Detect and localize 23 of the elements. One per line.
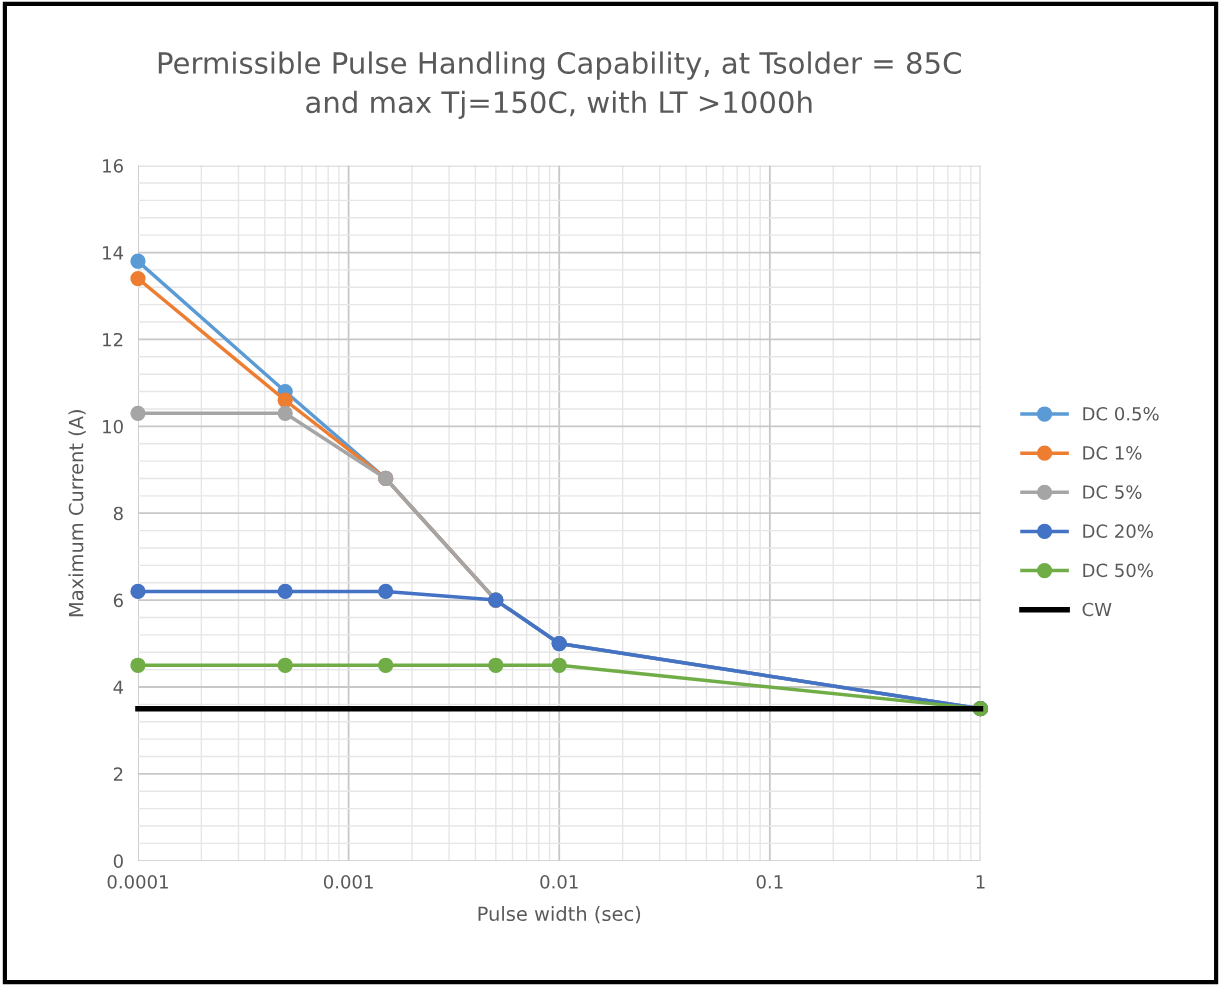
y-tick-label: 16 xyxy=(103,159,123,173)
x-axis-title: Pulse width (sec) xyxy=(478,906,641,924)
y-axis-title: Maximum Current (A) xyxy=(68,410,86,617)
y-tick-label: 14 xyxy=(103,246,124,260)
y-tick-label: 4 xyxy=(113,680,124,694)
legend-label: DC 50% xyxy=(1083,563,1153,578)
y-tick-label: 0 xyxy=(113,854,123,868)
x-tick-label: 0.01 xyxy=(540,874,578,889)
legend-label: DC 1% xyxy=(1083,446,1142,460)
y-tick-label: 2 xyxy=(113,767,123,781)
chart-title: Permissible Pulse Handling Capability, at Tsolder = 85C and max Tj=150C, with LT >1000h xyxy=(158,51,961,119)
x-tick-label: 0.1 xyxy=(756,874,783,889)
legend-label: CW xyxy=(1082,602,1112,617)
x-tick-label: 0.001 xyxy=(323,874,373,889)
legend-label: DC 5% xyxy=(1083,485,1142,499)
y-tick-label: 10 xyxy=(103,419,123,434)
x-tick-label: 1 xyxy=(976,875,985,889)
y-tick-label: 8 xyxy=(113,506,123,521)
y-tick-label: 12 xyxy=(103,332,123,347)
legend-label: DC 0.5% xyxy=(1083,406,1159,421)
x-tick-label: 0.0001 xyxy=(107,874,168,889)
y-tick-label: 6 xyxy=(113,593,123,608)
legend-label: DC 20% xyxy=(1083,524,1153,539)
